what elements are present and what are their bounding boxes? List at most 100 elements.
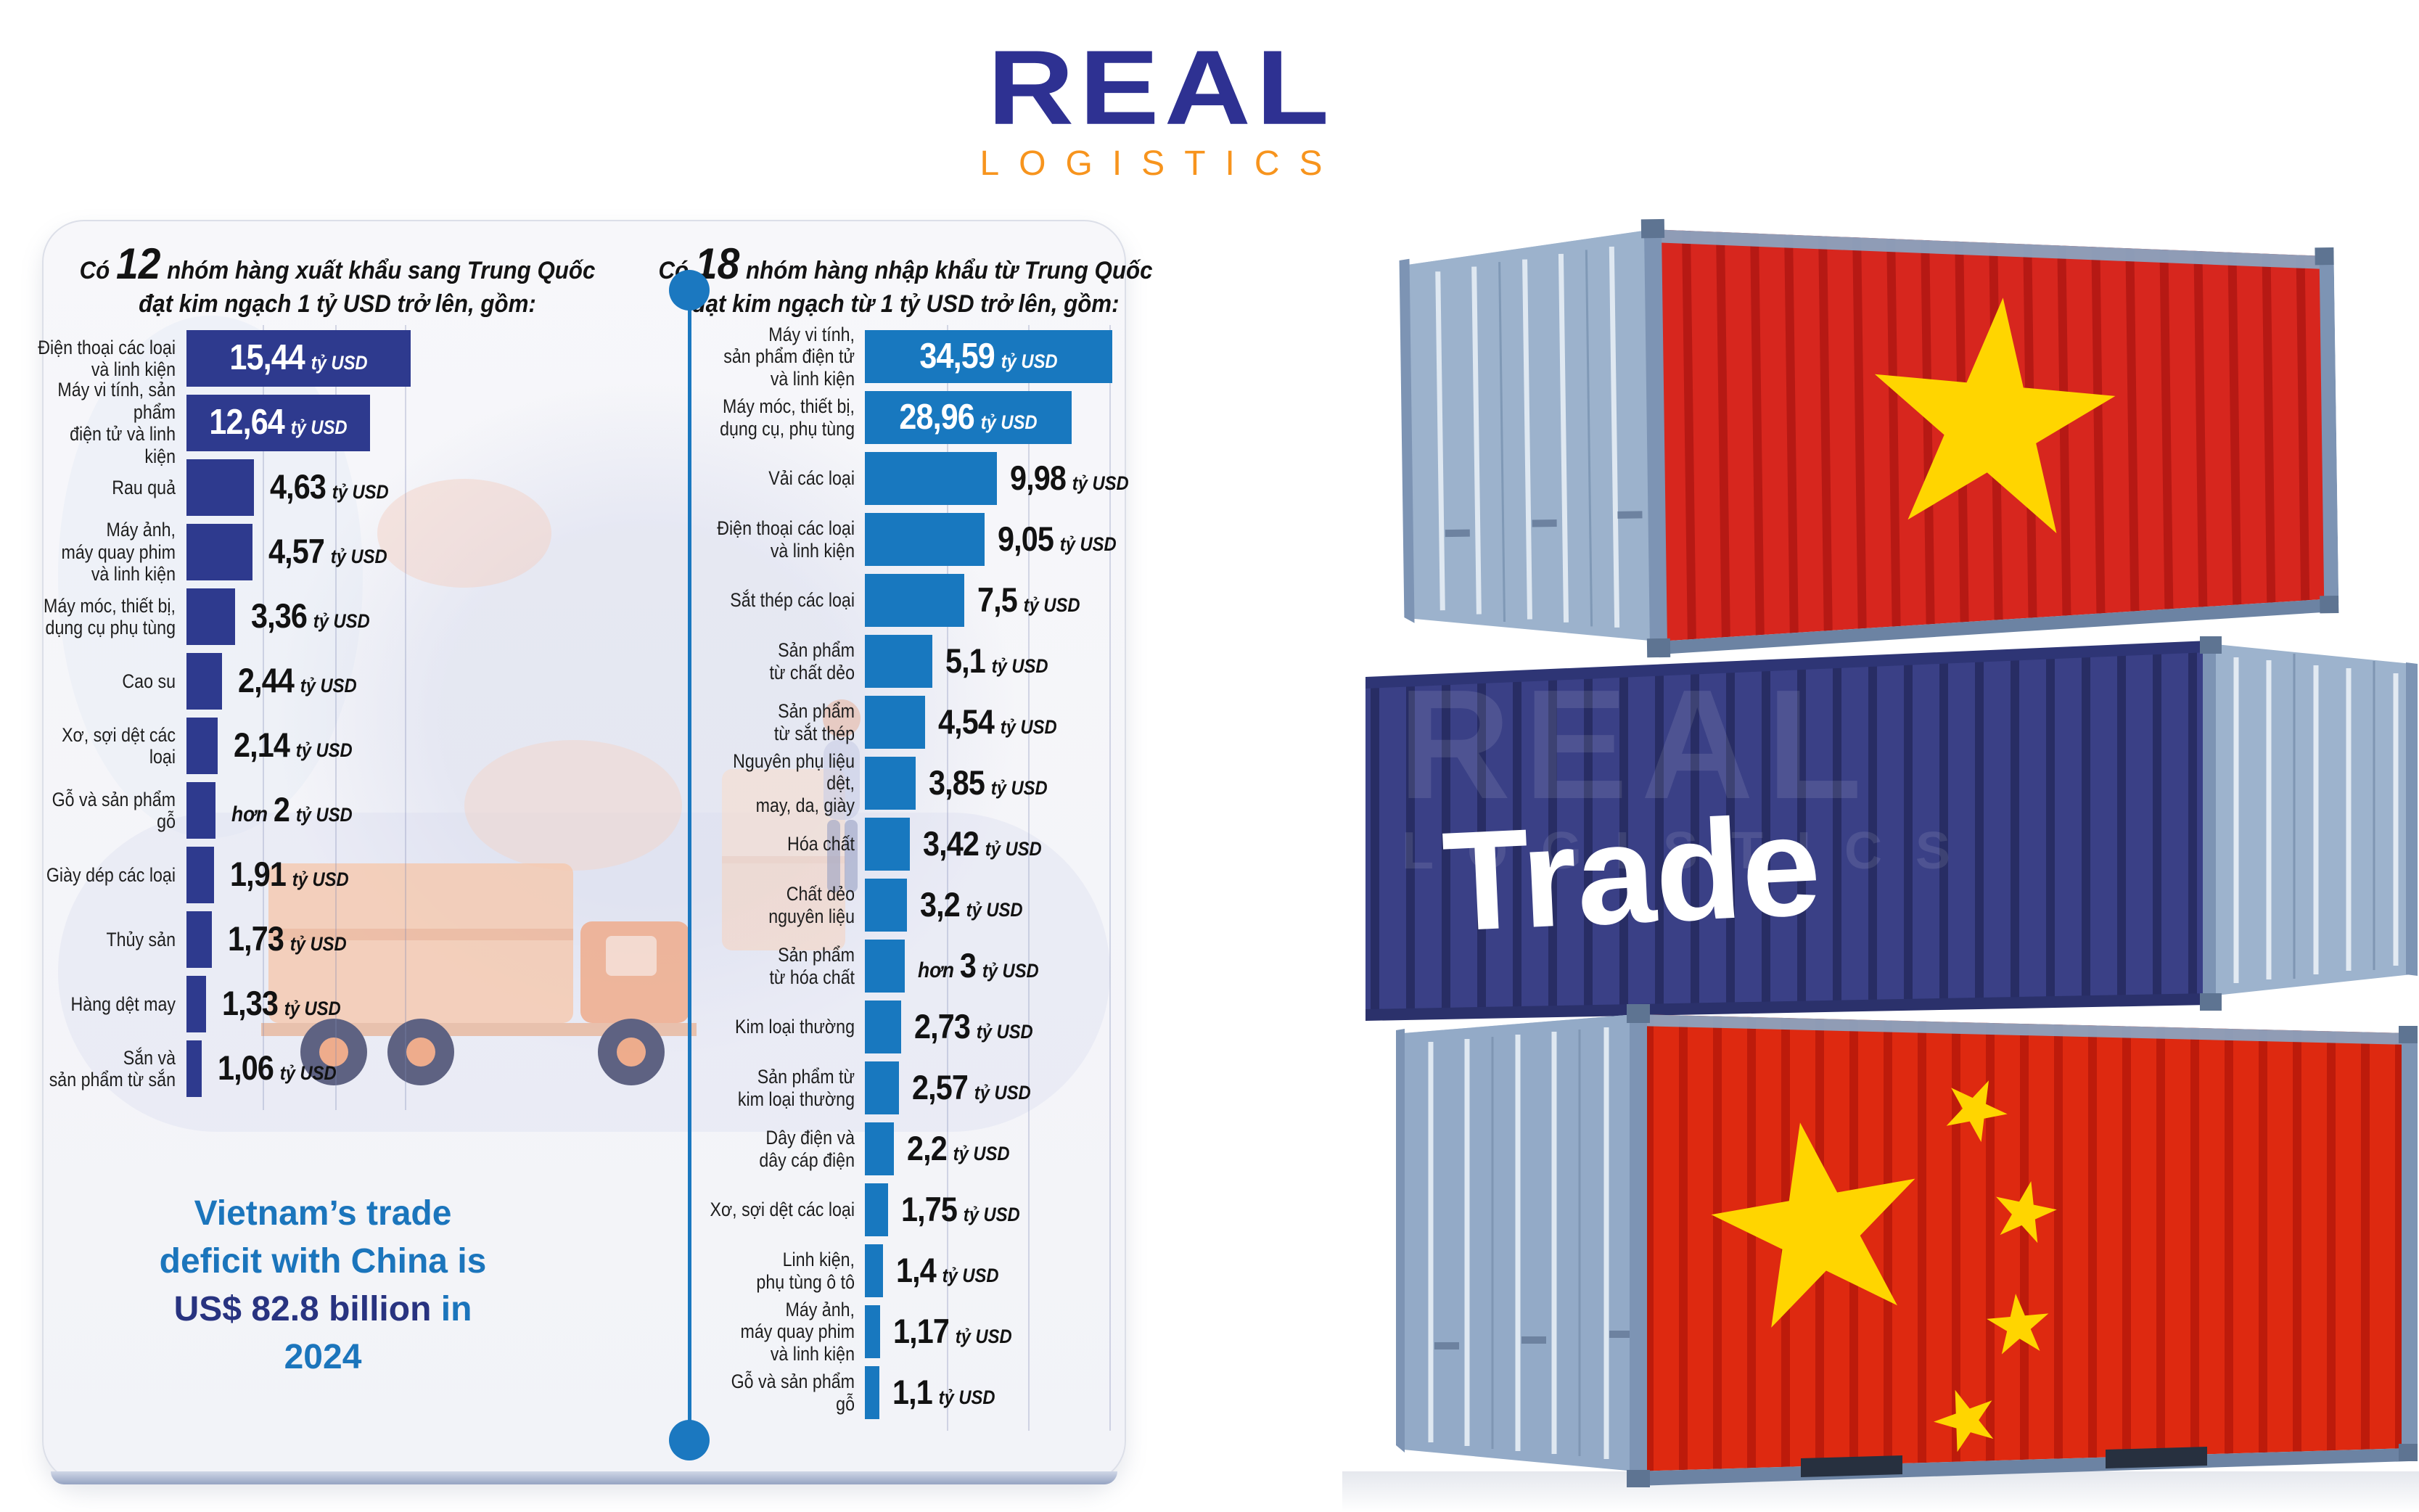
import-row-label: Máy ảnh, máy quay phim và linh kiện xyxy=(740,1298,855,1365)
import-row-label: Linh kiện, phụ tùng ô tô xyxy=(756,1249,855,1293)
import-bar xyxy=(865,513,985,566)
export-bar xyxy=(186,847,214,903)
container-doors xyxy=(2209,644,2412,996)
china-flag-container xyxy=(1396,1004,2418,1487)
import-bar xyxy=(865,1244,883,1297)
trade-label: Trade xyxy=(1440,786,1824,961)
import-gridline xyxy=(1028,325,1030,1431)
divider-dot-top xyxy=(669,270,710,311)
logo-wordmark: REAL xyxy=(987,28,1335,147)
import-value: 4,54 tỷ USD xyxy=(938,702,1057,741)
import-row-label: Điện thoại các loại và linh kiện xyxy=(717,517,855,562)
import-value: 28,96 tỷ USD xyxy=(899,398,1038,437)
import-bar xyxy=(865,818,910,871)
vietnam-flag-container xyxy=(1399,218,2339,658)
imports-title-line1: Có 18 nhóm hàng nhập khẩu từ Trung Quốc xyxy=(659,242,1153,288)
deficit-note: Vietnam’s trade deficit with China is US… xyxy=(105,1190,541,1381)
import-value: 2,2 tỷ USD xyxy=(907,1129,1010,1167)
import-bar xyxy=(865,1122,894,1175)
import-value: 7,5 tỷ USD xyxy=(977,580,1080,619)
deficit-line3: US$ 82.8 billion in xyxy=(105,1286,541,1334)
deficit-line3-suffix: in xyxy=(431,1290,472,1328)
title-line2-text: đạt kim ngạch 1 tỷ USD trở lên, gồm: xyxy=(139,289,536,318)
import-value: 3,85 tỷ USD xyxy=(929,763,1048,802)
import-value: 1,4 tỷ USD xyxy=(896,1251,999,1289)
import-value: 3,2 tỷ USD xyxy=(920,885,1023,924)
export-row-label: Sắn và sản phẩm từ sắn xyxy=(49,1046,176,1091)
import-row-label: Vải các loại xyxy=(768,467,855,490)
import-row-label: Sản phẩm từ sắt thép xyxy=(773,700,855,744)
import-row-label: Sắt thép các loại xyxy=(730,589,855,612)
divider-dot-bottom xyxy=(669,1420,710,1460)
import-row-label: Sản phẩm từ kim loại thường xyxy=(737,1066,855,1110)
container-doors xyxy=(1408,229,1659,642)
import-value: hơn 3 tỷ USD xyxy=(918,946,1039,985)
import-row-label: Gỗ và sản phẩm gỗ xyxy=(731,1371,855,1415)
export-bar xyxy=(186,911,212,968)
import-bar xyxy=(865,330,1112,383)
real-logistics-logo: REAL LOGISTICS xyxy=(965,34,1357,183)
import-row-label: Chất dẻo nguyên liệu xyxy=(768,883,855,927)
import-value: 2,73 tỷ USD xyxy=(914,1007,1033,1045)
import-bar xyxy=(865,879,907,932)
import-bar xyxy=(865,1183,888,1236)
watermark-logistics: LOGISTICS xyxy=(1402,822,1984,880)
import-row-label: Sản phẩm từ hóa chất xyxy=(769,944,855,988)
import-row-label: Máy vi tính, sản phẩm điện tử và linh kiện xyxy=(723,323,855,390)
trade-container: REAL LOGISTICS REAL Trade xyxy=(1365,636,2418,1021)
imports-title-line2: đạt kim ngạch từ 1 tỷ USD trở lên, gồm: xyxy=(691,288,1119,321)
door-lock-rods xyxy=(1435,246,1620,628)
import-value: 1,17 tỷ USD xyxy=(893,1312,1012,1350)
import-row-label: Kim loại thường xyxy=(734,1016,855,1038)
import-bar xyxy=(865,1001,901,1053)
import-row-label: Sản phẩm từ chất dẻo xyxy=(769,639,855,683)
import-bar xyxy=(865,1061,899,1114)
import-row-label: Máy móc, thiết bị, dụng cụ, phụ tùng xyxy=(720,395,855,440)
import-value: 2,57 tỷ USD xyxy=(912,1068,1031,1106)
export-row-label: Giày dép các loại xyxy=(46,863,176,886)
import-bar xyxy=(865,1366,879,1419)
export-row-label: Hàng dệt may xyxy=(70,993,176,1015)
door-lock-rods xyxy=(2233,657,2399,983)
title-line2-text: đạt kim ngạch từ 1 tỷ USD trở lên, gồm: xyxy=(691,289,1120,318)
logo-subtitle: LOGISTICS xyxy=(979,144,1342,183)
import-row-label: Nguyên phụ liệu dệt, may, da, giày xyxy=(733,749,855,816)
exports-count: 12 xyxy=(115,239,161,288)
import-value: 3,42 tỷ USD xyxy=(923,824,1042,863)
import-gridline xyxy=(1109,325,1111,1431)
exports-title-line2: đạt kim ngạch 1 tỷ USD trở lên, gồm: xyxy=(91,288,585,321)
import-bar xyxy=(865,696,925,749)
import-bar xyxy=(865,452,997,505)
import-value: 5,1 tỷ USD xyxy=(945,641,1048,680)
title-rest: nhóm hàng nhập khẩu từ Trung Quốc xyxy=(739,257,1153,284)
exports-title-line1: Có 12 nhóm hàng xuất khẩu sang Trung Quố… xyxy=(80,239,596,288)
import-bar xyxy=(865,574,964,627)
import-bar xyxy=(865,1305,880,1358)
deficit-amount: US$ 82.8 billion xyxy=(173,1290,432,1328)
title-prefix: Có xyxy=(79,257,116,284)
exports-chart-title: Có 12 nhóm hàng xuất khẩu sang Trung Quố… xyxy=(80,239,596,321)
export-bar xyxy=(186,1040,202,1097)
import-row-label: Dây điện và dây cáp điện xyxy=(759,1127,855,1171)
floor-reflection xyxy=(1342,1471,2419,1512)
import-value: 1,75 tỷ USD xyxy=(901,1190,1020,1228)
import-value: 1,1 tỷ USD xyxy=(892,1373,995,1411)
deficit-line4: 2024 xyxy=(284,1338,362,1376)
divider-line xyxy=(688,290,691,1440)
watermark-real: REAL xyxy=(1398,657,1875,831)
deficit-line2: deficit with China is xyxy=(159,1242,487,1281)
import-value: 34,59 tỷ USD xyxy=(919,337,1058,376)
import-value: 9,98 tỷ USD xyxy=(1010,459,1129,497)
deficit-line1: Vietnam’s trade xyxy=(194,1194,452,1233)
import-row-label: Hóa chất xyxy=(787,833,855,855)
import-value: 9,05 tỷ USD xyxy=(998,519,1117,558)
import-bar xyxy=(865,635,932,688)
import-bar xyxy=(865,940,905,993)
import-bar xyxy=(865,757,916,810)
export-bar xyxy=(186,976,206,1032)
imports-chart-title: Có 18 nhóm hàng nhập khẩu từ Trung Quốc … xyxy=(659,242,1153,321)
title-rest: nhóm hàng xuất khẩu sang Trung Quốc xyxy=(160,257,596,284)
door-lock-rods xyxy=(1428,1027,1609,1459)
import-row-label: Xơ, sợi dệt các loại xyxy=(710,1199,855,1221)
